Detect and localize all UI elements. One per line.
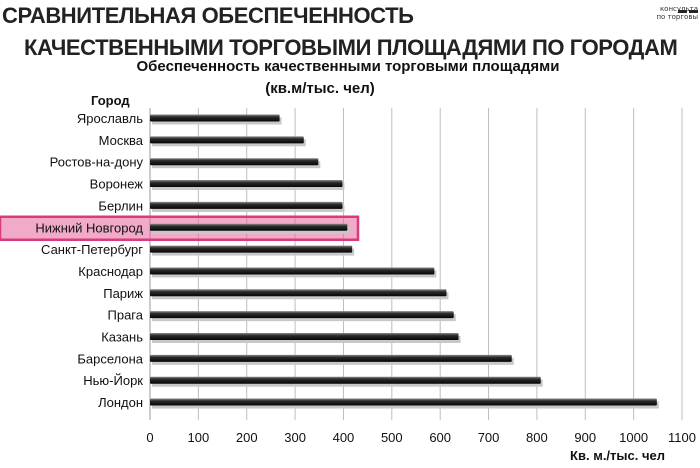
x-tick-label: 400 <box>333 430 355 445</box>
bar <box>150 201 343 209</box>
logo-text-line-1: консульта <box>659 5 698 13</box>
bar <box>150 311 454 319</box>
bar <box>150 289 447 297</box>
category-label: Барселона <box>77 351 143 366</box>
x-tick-label: 700 <box>478 430 500 445</box>
x-tick-label: 100 <box>188 430 210 445</box>
bar <box>150 180 343 188</box>
x-axis-label: Кв. м./тыс. чел <box>570 448 665 463</box>
page-title-line-2: КАЧЕСТВЕННЫМИ ТОРГОВЫМИ ПЛОЩАДЯМИ ПО ГОР… <box>24 35 678 60</box>
y-axis-label: Город <box>91 93 130 108</box>
category-label: Воронеж <box>90 177 144 192</box>
bar <box>150 267 435 275</box>
x-tick-label: 900 <box>574 430 596 445</box>
bar <box>150 376 541 384</box>
bar <box>150 223 348 231</box>
bar <box>150 354 512 362</box>
category-label: Прага <box>108 308 144 323</box>
bar <box>150 158 319 166</box>
x-tick-label: 800 <box>526 430 548 445</box>
company-logo: консульта по торговы <box>656 0 700 22</box>
bar <box>150 114 280 122</box>
category-label: Казань <box>101 330 143 345</box>
x-tick-label: 200 <box>236 430 258 445</box>
category-label: Ярославль <box>77 111 143 126</box>
bar <box>150 333 459 340</box>
page-title-line-1: СРАВНИТЕЛЬНАЯ ОБЕСПЕЧЕННОСТЬ <box>2 3 414 28</box>
x-tick-label: 500 <box>381 430 403 445</box>
x-tick-label: 1100 <box>668 430 696 445</box>
logo-bars-icon <box>676 0 698 13</box>
category-label: Нью-Йорк <box>83 373 143 388</box>
category-label: Москва <box>99 133 144 148</box>
category-label: Краснодар <box>78 264 143 279</box>
category-label: Париж <box>103 286 143 301</box>
category-label: Нижний Новгород <box>35 220 143 235</box>
chart-title: Обеспеченность качественными торговыми п… <box>136 58 560 75</box>
logo-text-line-2: по торговы <box>656 13 698 21</box>
bar <box>150 398 657 406</box>
category-label: Ростов-на-дону <box>50 155 144 170</box>
category-label: Санкт-Петербург <box>41 242 143 257</box>
x-tick-label: 300 <box>284 430 306 445</box>
x-tick-label: 600 <box>429 430 451 445</box>
x-tick-label: 1000 <box>619 430 648 445</box>
bar <box>150 245 353 253</box>
category-label: Берлин <box>98 198 143 213</box>
chart-subtitle: (кв.м/тыс. чел) <box>265 80 375 97</box>
category-label: Лондон <box>98 395 143 410</box>
bar <box>150 136 304 144</box>
x-tick-label: 0 <box>146 430 153 445</box>
